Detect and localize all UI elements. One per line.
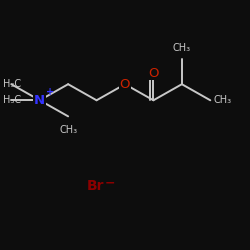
Text: −: − (105, 176, 116, 190)
Text: Br: Br (86, 178, 104, 192)
Text: O: O (120, 78, 130, 91)
Text: H₃C: H₃C (2, 79, 21, 89)
Text: +: + (46, 87, 54, 97)
Text: H₃C: H₃C (2, 95, 21, 105)
Text: CH₃: CH₃ (59, 125, 77, 135)
Text: O: O (148, 66, 159, 80)
Text: CH₃: CH₃ (214, 95, 232, 105)
Text: N: N (34, 94, 45, 107)
Text: CH₃: CH₃ (173, 42, 191, 52)
